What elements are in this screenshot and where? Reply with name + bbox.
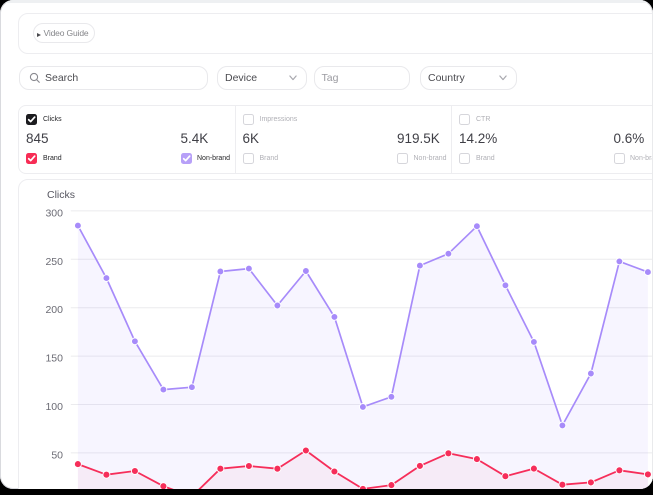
svg-text:200: 200: [45, 304, 63, 316]
svg-text:100: 100: [45, 401, 63, 413]
svg-text:300: 300: [45, 207, 63, 219]
svg-text:250: 250: [45, 256, 63, 268]
svg-text:150: 150: [45, 353, 63, 365]
svg-text:50: 50: [51, 449, 63, 461]
